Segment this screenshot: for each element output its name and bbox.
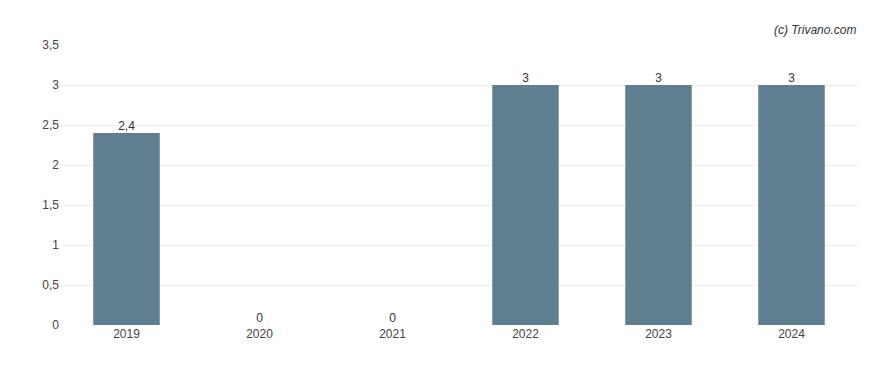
svg-text:1,5: 1,5 [42, 198, 59, 212]
svg-text:2023: 2023 [645, 327, 672, 341]
svg-text:0: 0 [389, 311, 396, 325]
svg-text:2: 2 [52, 158, 59, 172]
svg-text:3: 3 [655, 71, 662, 85]
svg-text:2022: 2022 [512, 327, 539, 341]
svg-text:2019: 2019 [113, 327, 140, 341]
svg-text:2024: 2024 [778, 327, 805, 341]
svg-text:3,5: 3,5 [42, 38, 59, 52]
svg-text:0: 0 [256, 311, 263, 325]
svg-text:3: 3 [522, 71, 529, 85]
svg-text:0: 0 [52, 318, 59, 332]
svg-text:3: 3 [52, 78, 59, 92]
svg-text:2021: 2021 [379, 327, 406, 341]
svg-text:2,4: 2,4 [118, 119, 135, 133]
svg-text:0,5: 0,5 [42, 278, 59, 292]
svg-text:2020: 2020 [246, 327, 273, 341]
svg-text:1: 1 [52, 238, 59, 252]
svg-text:2,5: 2,5 [42, 118, 59, 132]
svg-text:(c) Trivano.com: (c) Trivano.com [774, 23, 856, 37]
svg-text:3: 3 [788, 71, 795, 85]
